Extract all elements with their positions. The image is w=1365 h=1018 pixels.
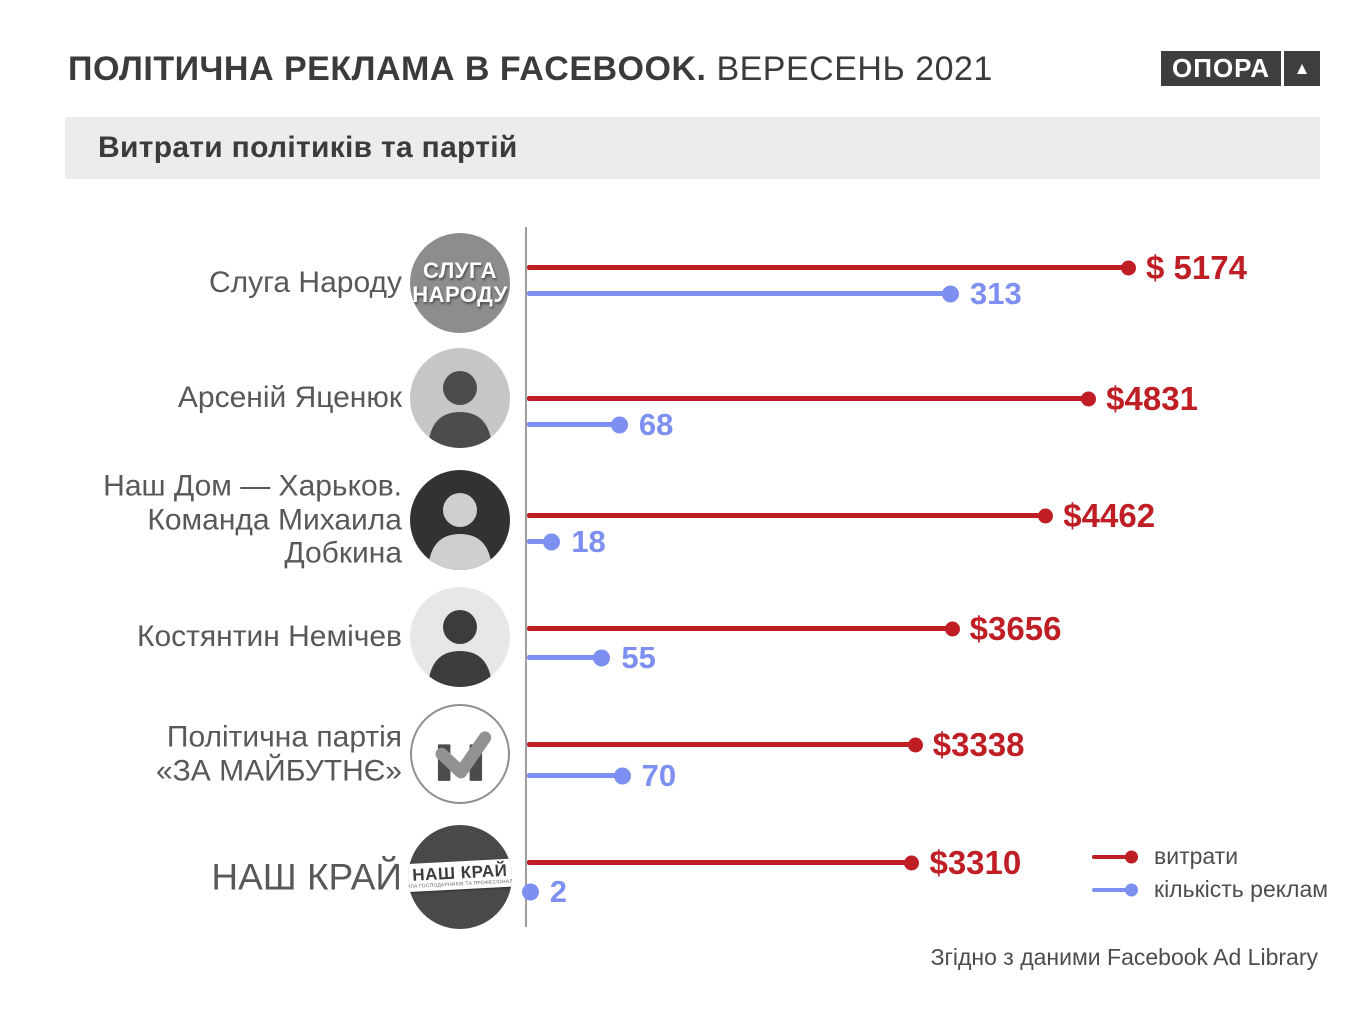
nash-krai-band: НАШ КРАЙ СИЛА ГОСПОДАРНИКІВ ТА ПРОФЕСІОНА… xyxy=(408,858,512,893)
spend-dot xyxy=(1121,260,1136,275)
spend-dot xyxy=(1038,508,1054,523)
row-label-line: Політична партія xyxy=(166,720,402,754)
ads-dot xyxy=(942,285,959,302)
spend-value: $ 5174 xyxy=(1146,249,1247,286)
section-header-bar: Витрати політиків та партій xyxy=(65,117,1320,179)
person-silhouette-icon xyxy=(410,470,510,570)
spend-value: $3656 xyxy=(969,610,1062,647)
avatar-za-maibutne-logo xyxy=(410,704,510,804)
badge-text-line: НАРОДУ xyxy=(412,282,508,307)
row-label: Костянтин Немічев xyxy=(137,620,402,654)
legend: витрати кількість реклам xyxy=(1092,840,1328,906)
row-label-line: Добкина xyxy=(284,536,402,570)
badge-text-line: СЛУГА xyxy=(423,258,497,284)
section-title: Витрати політиків та партій xyxy=(98,131,518,164)
opora-logo-triangle-icon: ▲ xyxy=(1284,51,1320,86)
spend-dot xyxy=(1081,391,1097,406)
ads-value: 68 xyxy=(638,407,674,442)
person-silhouette-icon xyxy=(410,587,510,687)
person-silhouette-icon xyxy=(410,348,510,448)
avatar-photo xyxy=(410,470,510,570)
ads-dot xyxy=(543,533,561,550)
legend-spend-line-icon xyxy=(1092,850,1138,863)
row-label: Арсеній Яценюк xyxy=(178,381,402,415)
spend-dot xyxy=(904,855,920,870)
legend-ads-line-icon xyxy=(1092,883,1138,896)
legend-item-ads: кількість реклам xyxy=(1092,873,1328,906)
ads-value: 313 xyxy=(970,276,1022,311)
row-label: Наш Дом — Харьков. Команда Михаила Добкина xyxy=(103,470,402,571)
ads-dot xyxy=(593,649,611,666)
title-main: ПОЛІТИЧНА РЕКЛАМА В FACEBOOK. xyxy=(68,50,707,88)
row-label: Слуга Народу xyxy=(209,266,402,300)
spend-dot xyxy=(944,621,960,636)
source-note: Згідно з даними Facebook Ad Library xyxy=(930,944,1318,970)
ads-dot xyxy=(610,416,628,433)
spend-value: $4462 xyxy=(1063,497,1156,534)
avatar-photo xyxy=(410,587,510,687)
ads-line xyxy=(527,767,631,784)
row-label-line: Слуга Народу xyxy=(208,266,402,300)
ads-line xyxy=(521,883,539,900)
legend-spend-dot-icon xyxy=(1125,850,1138,863)
row-label-line: Арсеній Яценюк xyxy=(177,381,402,415)
spend-line xyxy=(527,855,920,870)
legend-spend-label: витрати xyxy=(1154,843,1239,869)
spend-line xyxy=(527,621,960,636)
ads-value: 55 xyxy=(621,640,656,675)
avatar-photo xyxy=(410,348,510,448)
legend-item-spend: витрати xyxy=(1092,840,1328,873)
ads-dot xyxy=(521,883,539,900)
spend-dot xyxy=(907,737,923,752)
ads-dot xyxy=(613,767,631,784)
ads-value: 18 xyxy=(571,524,606,559)
row-label: НАШ КРАЙ xyxy=(211,856,402,897)
spend-value: $3310 xyxy=(929,844,1022,881)
ads-line xyxy=(527,649,611,666)
legend-ads-label: кількість реклам xyxy=(1154,876,1329,902)
legend-ads-dot-icon xyxy=(1125,883,1138,896)
avatar-nash-krai-badge: НАШ КРАЙ СИЛА ГОСПОДАРНИКІВ ТА ПРОФЕСІОНА… xyxy=(408,825,512,929)
spend-value: $3338 xyxy=(932,726,1025,763)
ads-line xyxy=(527,533,561,550)
spend-value: $4831 xyxy=(1106,380,1198,417)
spend-line xyxy=(527,391,1097,406)
opora-logo: ОПОРА ▲ xyxy=(1161,51,1320,86)
ads-line xyxy=(527,285,959,302)
row-label-line: НАШ КРАЙ xyxy=(211,856,402,898)
triangle-glyph: ▲ xyxy=(1293,58,1311,78)
spend-line xyxy=(527,260,1136,275)
row-label-line: Команда Михаила xyxy=(147,503,402,537)
m-checkmark-icon xyxy=(435,731,492,781)
opora-logo-text: ОПОРА xyxy=(1161,51,1281,86)
ads-line xyxy=(527,416,628,433)
chart-row: НАШ КРАЙ НАШ КРАЙ СИЛА ГОСПОДАРНИКІВ ТА П… xyxy=(0,0,1365,929)
row-label: Політична партія «ЗА МАЙБУТНЄ» xyxy=(156,720,402,787)
row-label-line: Наш Дом — Харьков. xyxy=(103,469,402,503)
page-title: ПОЛІТИЧНА РЕКЛАМА В FACEBOOK. ВЕРЕСЕНЬ 20… xyxy=(68,50,993,89)
ads-value: 70 xyxy=(641,758,677,793)
row-label-line: «ЗА МАЙБУТНЄ» xyxy=(155,754,402,787)
spend-line xyxy=(527,508,1054,523)
row-label-line: Костянтин Немічев xyxy=(136,620,402,654)
title-period: ВЕРЕСЕНЬ 2021 xyxy=(716,50,993,88)
spend-line xyxy=(527,737,923,752)
category-axis-line xyxy=(525,227,527,927)
ads-value: 2 xyxy=(549,874,567,909)
avatar-sluga-narodu-badge: СЛУГА НАРОДУ xyxy=(410,233,510,333)
